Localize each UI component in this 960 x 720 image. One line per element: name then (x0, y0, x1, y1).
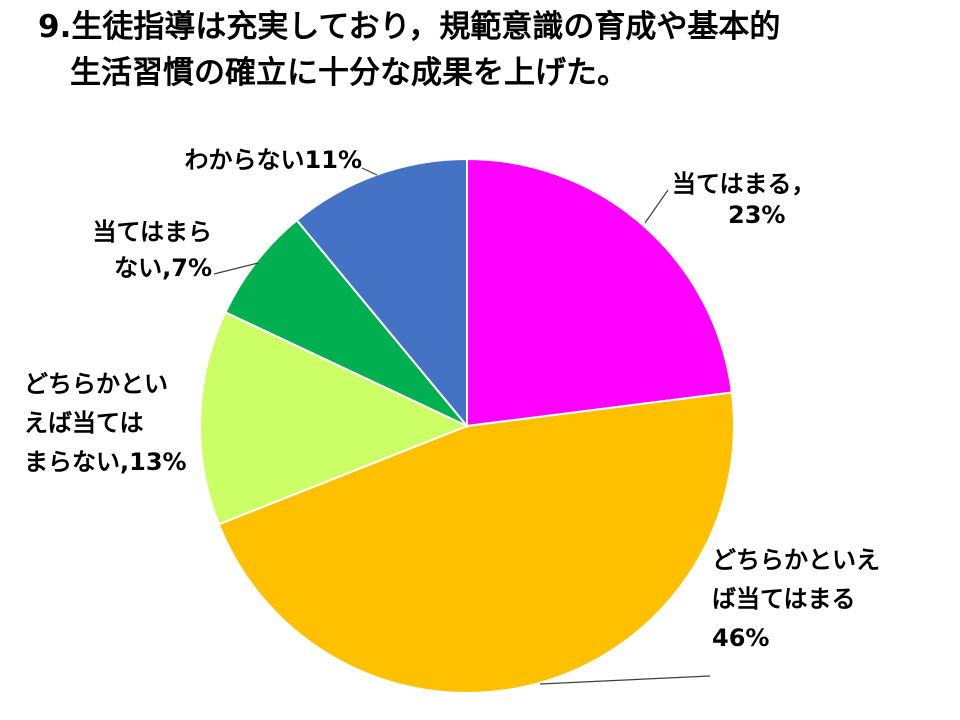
chart-title-line2: 生活習慣の確立に十分な成果を上げた。 (70, 55, 628, 91)
slice-label-line: 46% (712, 624, 769, 652)
leader-line-2 (539, 675, 711, 685)
leader-line-5 (361, 167, 378, 176)
pie-slice-3 (199, 310, 470, 526)
leader-lines (213, 167, 711, 685)
slice-label-2: どちらかといえば当てはまる 46% (712, 546, 880, 652)
slice-label-line: わからない11% (185, 146, 362, 174)
slice-label-1: 当てはまる， 23% (672, 170, 816, 229)
slice-label-3: どちらかといえば当てはまらない,13% (24, 370, 187, 476)
pie-slice-1 (466, 157, 734, 428)
leader-line-4 (213, 262, 259, 275)
chart-title: 9.生徒指導は充実しており，規範意識の育成や基本的 生活習慣の確立に十分な成果を… (38, 4, 938, 96)
chart-title-line1: 9.生徒指導は充実しており，規範意識の育成や基本的 (38, 9, 781, 45)
slice-label-line: 23% (728, 201, 785, 229)
pie-slices (199, 157, 735, 694)
slice-label-line: ない,7% (114, 254, 212, 282)
slice-label-line: まらない,13% (24, 448, 187, 476)
pie-slice-2 (217, 391, 735, 694)
slice-label-5: わからない11% (185, 146, 362, 174)
slice-label-4: 当てはまらない,7% (92, 218, 212, 282)
slice-label-line: どちらかといえ (712, 546, 880, 574)
pie-slice-4 (224, 218, 468, 427)
slice-label-line: 当てはまら (92, 218, 212, 246)
slice-label-line: ば当てはまる (712, 585, 856, 613)
leader-line-1 (644, 189, 669, 224)
slice-labels: 当てはまる， 23% どちらかといえば当てはまる 46% どちらかといえば当てはまらない… (24, 146, 880, 652)
slice-label-line: えば当ては (24, 409, 144, 437)
slice-label-line: どちらかとい (24, 370, 168, 398)
slice-label-line: 当てはまる， (672, 170, 816, 198)
